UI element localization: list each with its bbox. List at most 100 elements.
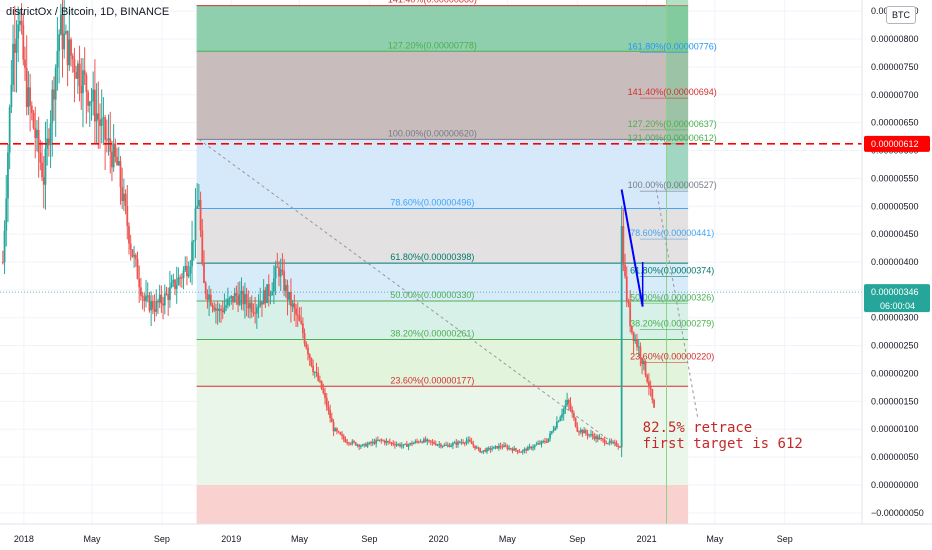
candle-body [632, 331, 635, 342]
candle-body [36, 129, 38, 138]
candle-body [134, 255, 137, 259]
candle-body [223, 307, 226, 313]
candle-body [310, 358, 313, 366]
candle-body [305, 343, 308, 348]
candle-body [489, 448, 492, 450]
candle-body [421, 441, 424, 443]
candle-body [337, 431, 340, 433]
candle-body [133, 255, 136, 257]
candle-body [583, 430, 586, 434]
candle-body [182, 270, 185, 278]
candle-body [431, 441, 434, 443]
candle-body [56, 51, 59, 68]
candle-body [617, 445, 620, 447]
candle-body [581, 429, 584, 434]
candle-body [10, 84, 13, 108]
candle-body [624, 264, 626, 277]
candlestick-series [1, 0, 655, 458]
candle-body [334, 428, 337, 432]
candle-body [83, 70, 86, 76]
candle-body [49, 123, 52, 146]
candle-body [571, 409, 574, 414]
candle-body [492, 446, 495, 449]
candle-body [521, 450, 524, 453]
candle-body [472, 444, 475, 446]
candle-body [281, 269, 284, 272]
candle-body [264, 290, 267, 303]
candle-body [368, 442, 371, 445]
candle-body [3, 230, 6, 263]
x-tick-label: Sep [777, 534, 793, 544]
candle-body [366, 444, 369, 447]
candle-body [172, 279, 175, 283]
candle-body [320, 380, 323, 389]
candle-body [143, 296, 146, 302]
x-tick-label: Sep [569, 534, 585, 544]
fib2-level-label: 50.00%(0.00000326) [630, 292, 714, 302]
x-tick-label: Sep [361, 534, 377, 544]
candle-body [555, 421, 558, 428]
fib1-level-label: 50.00%(0.00000330) [390, 290, 474, 300]
candle-body [168, 287, 171, 301]
candle-body [145, 295, 147, 302]
y-tick-label: 0.00000400 [871, 257, 919, 267]
y-tick-label: 0.00000150 [871, 396, 919, 406]
candle-body [312, 365, 314, 373]
target-price-label: 0.00000612 [871, 139, 919, 149]
fibonacci-retracement-2[interactable]: 161.80%(0.00000776) 141.40%(0.00000694) 12… [628, 0, 717, 524]
candle-body [129, 243, 132, 250]
candle-body [593, 436, 596, 439]
x-tick-label: 2021 [637, 534, 657, 544]
candle-body [102, 117, 105, 119]
fibonacci-retracement-1[interactable]: 141.40%(0.00000860) 127.20%(0.00000778) 10… [196, 0, 689, 524]
candle-body [18, 20, 21, 25]
currency-button[interactable]: BTC [886, 6, 916, 24]
candle-body [475, 447, 478, 449]
candle-body [378, 439, 381, 441]
candle-body [138, 278, 141, 288]
candle-body [394, 444, 396, 446]
candle-body [383, 440, 386, 443]
candle-body [601, 438, 604, 440]
x-tick-label: 2018 [14, 534, 34, 544]
candle-body [453, 442, 456, 444]
candle-body [131, 249, 134, 257]
candle-body [504, 445, 507, 447]
candle-body [433, 442, 436, 444]
candle-body [405, 443, 408, 447]
candle-body [191, 241, 193, 267]
candle-body [613, 442, 616, 444]
fib1-zone [196, 386, 689, 485]
candle-body [467, 439, 470, 441]
candle-body [146, 295, 149, 297]
candle-body [462, 442, 465, 444]
last-price-label: 0.00000346 [871, 287, 919, 297]
candle-body [382, 440, 384, 442]
candle-body [257, 306, 260, 308]
candle-body [346, 442, 349, 444]
candle-body [8, 107, 11, 153]
candle-body [209, 294, 212, 306]
x-tick-label: May [84, 534, 102, 544]
candle-body [480, 451, 483, 453]
candle-body [330, 418, 333, 423]
candle-body [232, 296, 234, 303]
candle-body [538, 443, 541, 445]
candle-body [199, 200, 202, 231]
x-tick-label: Sep [154, 534, 170, 544]
candle-body [22, 25, 25, 60]
candle-body [451, 443, 454, 446]
candle-body [109, 138, 112, 152]
fib2-level-label: 61.80%(0.00000374) [630, 265, 714, 275]
candle-body [653, 399, 655, 408]
candle-body [550, 431, 553, 434]
candle-body [25, 68, 28, 107]
y-tick-label: 0.00000050 [871, 452, 919, 462]
candle-body [249, 302, 251, 309]
candle-body [523, 449, 526, 451]
candle-body [266, 284, 268, 303]
candle-body [559, 417, 562, 422]
candle-body [409, 442, 412, 445]
